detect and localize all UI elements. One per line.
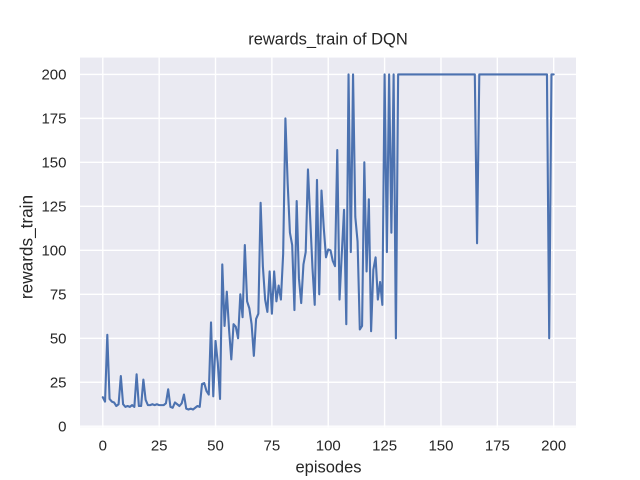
svg-text:150: 150 (428, 438, 453, 455)
svg-text:75: 75 (264, 438, 281, 455)
svg-text:0: 0 (58, 419, 66, 436)
svg-text:25: 25 (50, 375, 67, 392)
svg-text:125: 125 (41, 199, 66, 216)
svg-text:175: 175 (41, 111, 66, 128)
svg-text:75: 75 (50, 287, 67, 304)
svg-text:100: 100 (41, 243, 66, 260)
svg-text:200: 200 (41, 67, 66, 84)
svg-text:50: 50 (50, 331, 67, 348)
svg-text:0: 0 (99, 438, 107, 455)
svg-text:50: 50 (207, 438, 224, 455)
svg-text:rewards_train of DQN: rewards_train of DQN (248, 31, 408, 49)
svg-text:150: 150 (41, 155, 66, 172)
svg-text:200: 200 (541, 438, 566, 455)
svg-text:25: 25 (151, 438, 168, 455)
svg-text:125: 125 (372, 438, 397, 455)
svg-text:100: 100 (316, 438, 341, 455)
svg-text:rewards_train: rewards_train (17, 195, 37, 299)
svg-text:episodes: episodes (295, 459, 361, 477)
svg-text:175: 175 (485, 438, 510, 455)
